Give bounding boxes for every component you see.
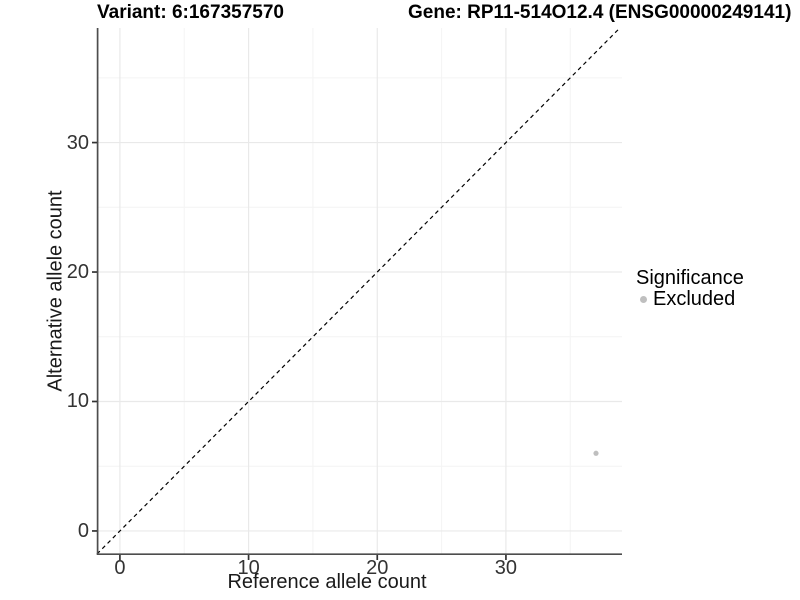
y-tick-label: 20 — [66, 261, 89, 284]
gene-title: Gene: RP11-514O12.4 (ENSG00000249141) — [408, 2, 792, 23]
variant-title: Variant: 6:167357570 — [97, 2, 284, 23]
x-axis-title: Reference allele count — [227, 571, 427, 593]
legend: Significance Excluded — [636, 268, 744, 311]
x-tick-label: 0 — [114, 557, 126, 579]
x-tick-label: 20 — [366, 557, 389, 579]
y-tick-label: 10 — [66, 390, 89, 413]
x-tick-label: 10 — [237, 557, 260, 579]
plot-panel — [92, 28, 622, 560]
y-axis-title: Alternative allele count — [44, 190, 67, 392]
legend-title: Significance — [636, 267, 744, 289]
y-tick-label: 0 — [77, 519, 89, 542]
legend-item-label: Excluded — [653, 288, 736, 310]
legend-item-excluded: Excluded — [640, 288, 744, 311]
x-tick-label: 30 — [494, 557, 518, 579]
legend-key-dot-icon — [640, 296, 647, 303]
y-tick-label: 30 — [66, 131, 89, 154]
data-point — [593, 450, 599, 456]
identity-dashed-line — [96, 28, 621, 555]
